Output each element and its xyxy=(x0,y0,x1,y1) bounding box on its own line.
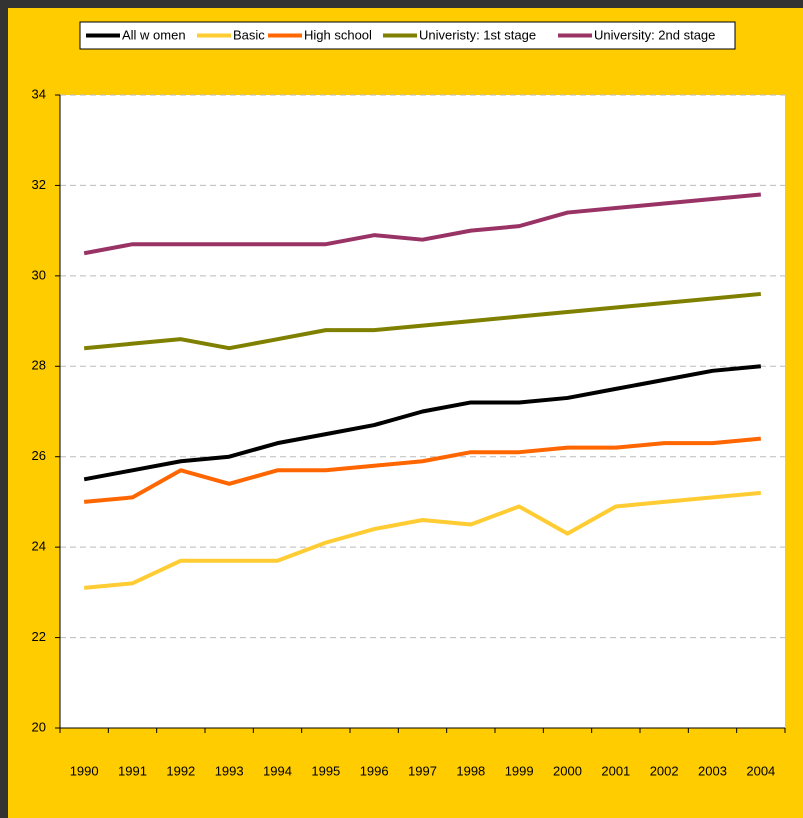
legend-label: Basic xyxy=(233,27,265,42)
series-line xyxy=(83,364,762,482)
x-tick-label: 2004 xyxy=(746,763,775,778)
y-tick-label: 28 xyxy=(32,358,46,373)
legend-label: High school xyxy=(304,27,372,42)
x-tick-label: 1999 xyxy=(505,763,534,778)
x-tick-label: 2001 xyxy=(601,763,630,778)
legend-label: All w omen xyxy=(122,27,186,42)
x-tick-label: 1998 xyxy=(456,763,485,778)
legend-label: University: 2nd stage xyxy=(594,27,715,42)
y-tick-label: 32 xyxy=(32,177,46,192)
x-tick-label: 1994 xyxy=(263,763,292,778)
y-tick-label: 22 xyxy=(32,629,46,644)
x-tick-label: 1992 xyxy=(166,763,195,778)
x-tick-label: 2002 xyxy=(650,763,679,778)
y-tick-label: 30 xyxy=(32,267,46,282)
x-tick-label: 1993 xyxy=(215,763,244,778)
series-line xyxy=(83,436,762,504)
x-tick-label: 1997 xyxy=(408,763,437,778)
y-tick-label: 24 xyxy=(32,539,46,554)
y-tick-label: 20 xyxy=(32,719,46,734)
legend xyxy=(79,21,736,50)
x-tick-label: 1990 xyxy=(70,763,99,778)
series-line xyxy=(83,490,762,590)
x-tick-label: 2003 xyxy=(698,763,727,778)
x-tick-label: 1996 xyxy=(360,763,389,778)
y-tick-label: 26 xyxy=(32,448,46,463)
x-tick-label: 1995 xyxy=(311,763,340,778)
series-line xyxy=(83,291,762,351)
x-tick-label: 2000 xyxy=(553,763,582,778)
legend-label: Univeristy: 1st stage xyxy=(419,27,536,42)
series-line xyxy=(83,192,762,256)
x-tick-label: 1991 xyxy=(118,763,147,778)
y-tick-label: 34 xyxy=(32,86,46,101)
